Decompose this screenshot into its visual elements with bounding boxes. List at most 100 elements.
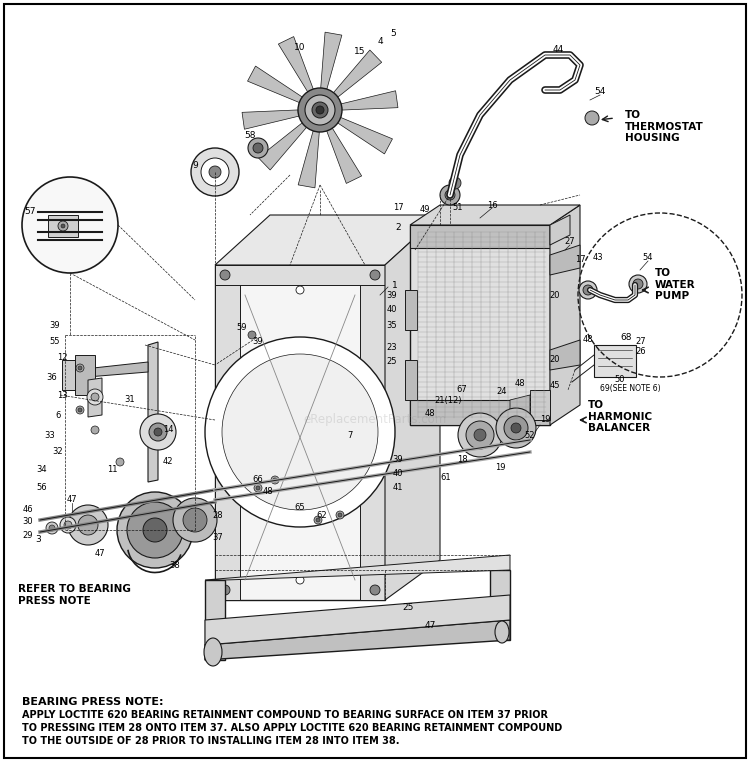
Circle shape [78,515,98,535]
Text: 19: 19 [495,463,506,472]
Text: 12: 12 [57,354,68,363]
Ellipse shape [204,638,222,666]
Polygon shape [550,340,580,370]
Polygon shape [258,123,307,170]
Polygon shape [298,131,320,188]
Circle shape [220,270,230,280]
Polygon shape [248,66,302,103]
Circle shape [64,521,72,529]
Circle shape [440,185,460,205]
Circle shape [154,428,162,436]
Text: 25: 25 [402,604,414,613]
Polygon shape [205,555,510,580]
Circle shape [583,285,593,295]
Text: 31: 31 [124,395,135,405]
Circle shape [248,138,268,158]
Text: 11: 11 [106,466,117,475]
Circle shape [474,429,486,441]
Text: 50: 50 [615,376,626,385]
Text: 43: 43 [592,254,603,262]
Polygon shape [321,32,342,89]
Polygon shape [205,580,225,660]
Circle shape [296,286,304,294]
Text: 2: 2 [395,223,400,232]
Text: 40: 40 [393,469,404,479]
Circle shape [76,364,84,372]
Text: 24: 24 [496,388,507,396]
Text: 41: 41 [393,484,404,492]
Circle shape [91,393,99,401]
Text: 46: 46 [22,505,33,514]
Text: 7: 7 [347,431,352,440]
Polygon shape [88,378,102,417]
Circle shape [296,576,304,584]
Text: 45: 45 [550,380,560,389]
Text: 54: 54 [643,254,653,262]
Circle shape [496,408,536,448]
Circle shape [127,502,183,558]
Circle shape [312,102,328,118]
Text: 16: 16 [487,200,497,210]
Text: 4: 4 [377,37,382,46]
Text: 5: 5 [390,30,396,39]
Text: 44: 44 [552,46,564,55]
Polygon shape [410,225,550,425]
Text: 56: 56 [37,484,47,492]
Polygon shape [338,117,392,154]
Text: 27: 27 [565,238,575,246]
Circle shape [445,190,455,200]
Polygon shape [148,342,158,482]
Text: 1: 1 [392,280,398,290]
Text: 3: 3 [35,536,40,545]
Circle shape [116,458,124,466]
Polygon shape [278,37,314,91]
Circle shape [305,95,335,125]
Text: 21(12): 21(12) [434,395,462,405]
Circle shape [449,177,461,189]
Text: 27: 27 [636,338,646,347]
Circle shape [585,111,599,125]
Bar [405,290,417,330]
Circle shape [22,177,118,273]
Text: TO
HARMONIC
BALANCER: TO HARMONIC BALANCER [588,400,652,434]
Circle shape [220,585,230,595]
Circle shape [248,331,256,339]
Text: 37: 37 [213,533,223,542]
Circle shape [46,522,58,534]
Polygon shape [385,215,440,600]
Circle shape [298,88,342,132]
Text: 62: 62 [316,511,327,520]
Text: 32: 32 [53,447,63,456]
Circle shape [370,585,380,595]
Polygon shape [360,265,385,600]
Polygon shape [334,50,382,97]
Circle shape [336,511,344,519]
Text: 6: 6 [56,411,61,420]
Circle shape [140,414,176,450]
Polygon shape [215,265,385,600]
Text: 28: 28 [213,511,223,520]
Text: TO THE OUTSIDE OF 28 PRIOR TO INSTALLING ITEM 28 INTO ITEM 38.: TO THE OUTSIDE OF 28 PRIOR TO INSTALLING… [22,736,400,746]
Text: 30: 30 [22,517,33,527]
Polygon shape [215,265,385,285]
Text: 39: 39 [253,338,263,347]
Text: 19: 19 [540,415,550,424]
Text: 48: 48 [514,379,525,389]
Circle shape [253,143,263,153]
Circle shape [222,354,378,510]
Polygon shape [215,265,240,600]
Polygon shape [75,355,95,395]
Text: 33: 33 [45,431,56,440]
Ellipse shape [495,621,509,643]
Text: 61: 61 [441,473,452,482]
Text: 36: 36 [46,373,57,383]
Polygon shape [62,360,80,390]
Text: 47: 47 [424,620,436,629]
Circle shape [316,106,324,114]
Circle shape [61,224,65,228]
Circle shape [370,270,380,280]
Circle shape [76,406,84,414]
Circle shape [201,158,229,186]
Circle shape [504,416,528,440]
Polygon shape [550,245,580,275]
